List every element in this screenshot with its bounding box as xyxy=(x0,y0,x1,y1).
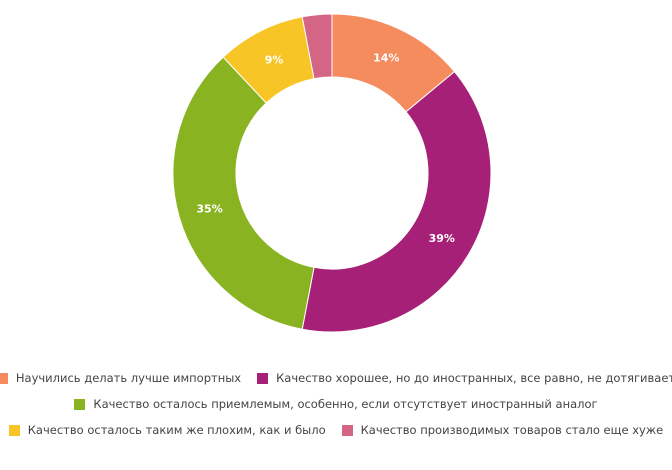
slice-label-3: 9% xyxy=(265,53,284,66)
slice-label-1: 39% xyxy=(429,232,455,245)
slice-1[interactable] xyxy=(301,70,492,333)
slice-2[interactable] xyxy=(172,56,315,330)
legend-label-1: Качество хорошее, но до иностранных, все… xyxy=(276,371,672,385)
legend-swatch-4 xyxy=(341,424,353,436)
legend-label-4: Качество производимых товаров стало еще … xyxy=(360,423,664,437)
legend-label-2: Качество осталось приемлемым, особенно, … xyxy=(93,397,598,411)
legend-label-3: Качество осталось таким же плохим, как и… xyxy=(27,423,326,437)
slice-label-0: 14% xyxy=(373,52,399,65)
legend-row-3: Качество осталось таким же плохим, как и… xyxy=(0,423,672,437)
legend-swatch-2 xyxy=(74,398,86,410)
legend-item-4[interactable]: Качество производимых товаров стало еще … xyxy=(341,423,664,437)
legend-swatch-3 xyxy=(8,424,20,436)
legend-swatch-0 xyxy=(0,372,8,384)
legend-item-1[interactable]: Качество хорошее, но до иностранных, все… xyxy=(257,371,672,385)
slice-4[interactable] xyxy=(301,13,333,80)
slice-label-2: 35% xyxy=(196,203,222,216)
donut-chart: 14% 39% 35% 9% xyxy=(172,13,492,333)
legend-swatch-1 xyxy=(257,372,269,384)
legend-item-2[interactable]: Качество осталось приемлемым, особенно, … xyxy=(74,397,598,411)
legend-row-2: Качество осталось приемлемым, особенно, … xyxy=(0,397,672,411)
legend-item-0[interactable]: Научились делать лучше импортных xyxy=(0,371,241,385)
legend-item-3[interactable]: Качество осталось таким же плохим, как и… xyxy=(8,423,326,437)
legend-label-0: Научились делать лучше импортных xyxy=(15,371,242,385)
legend-row-1: Научились делать лучше импортных Качеств… xyxy=(0,371,672,385)
